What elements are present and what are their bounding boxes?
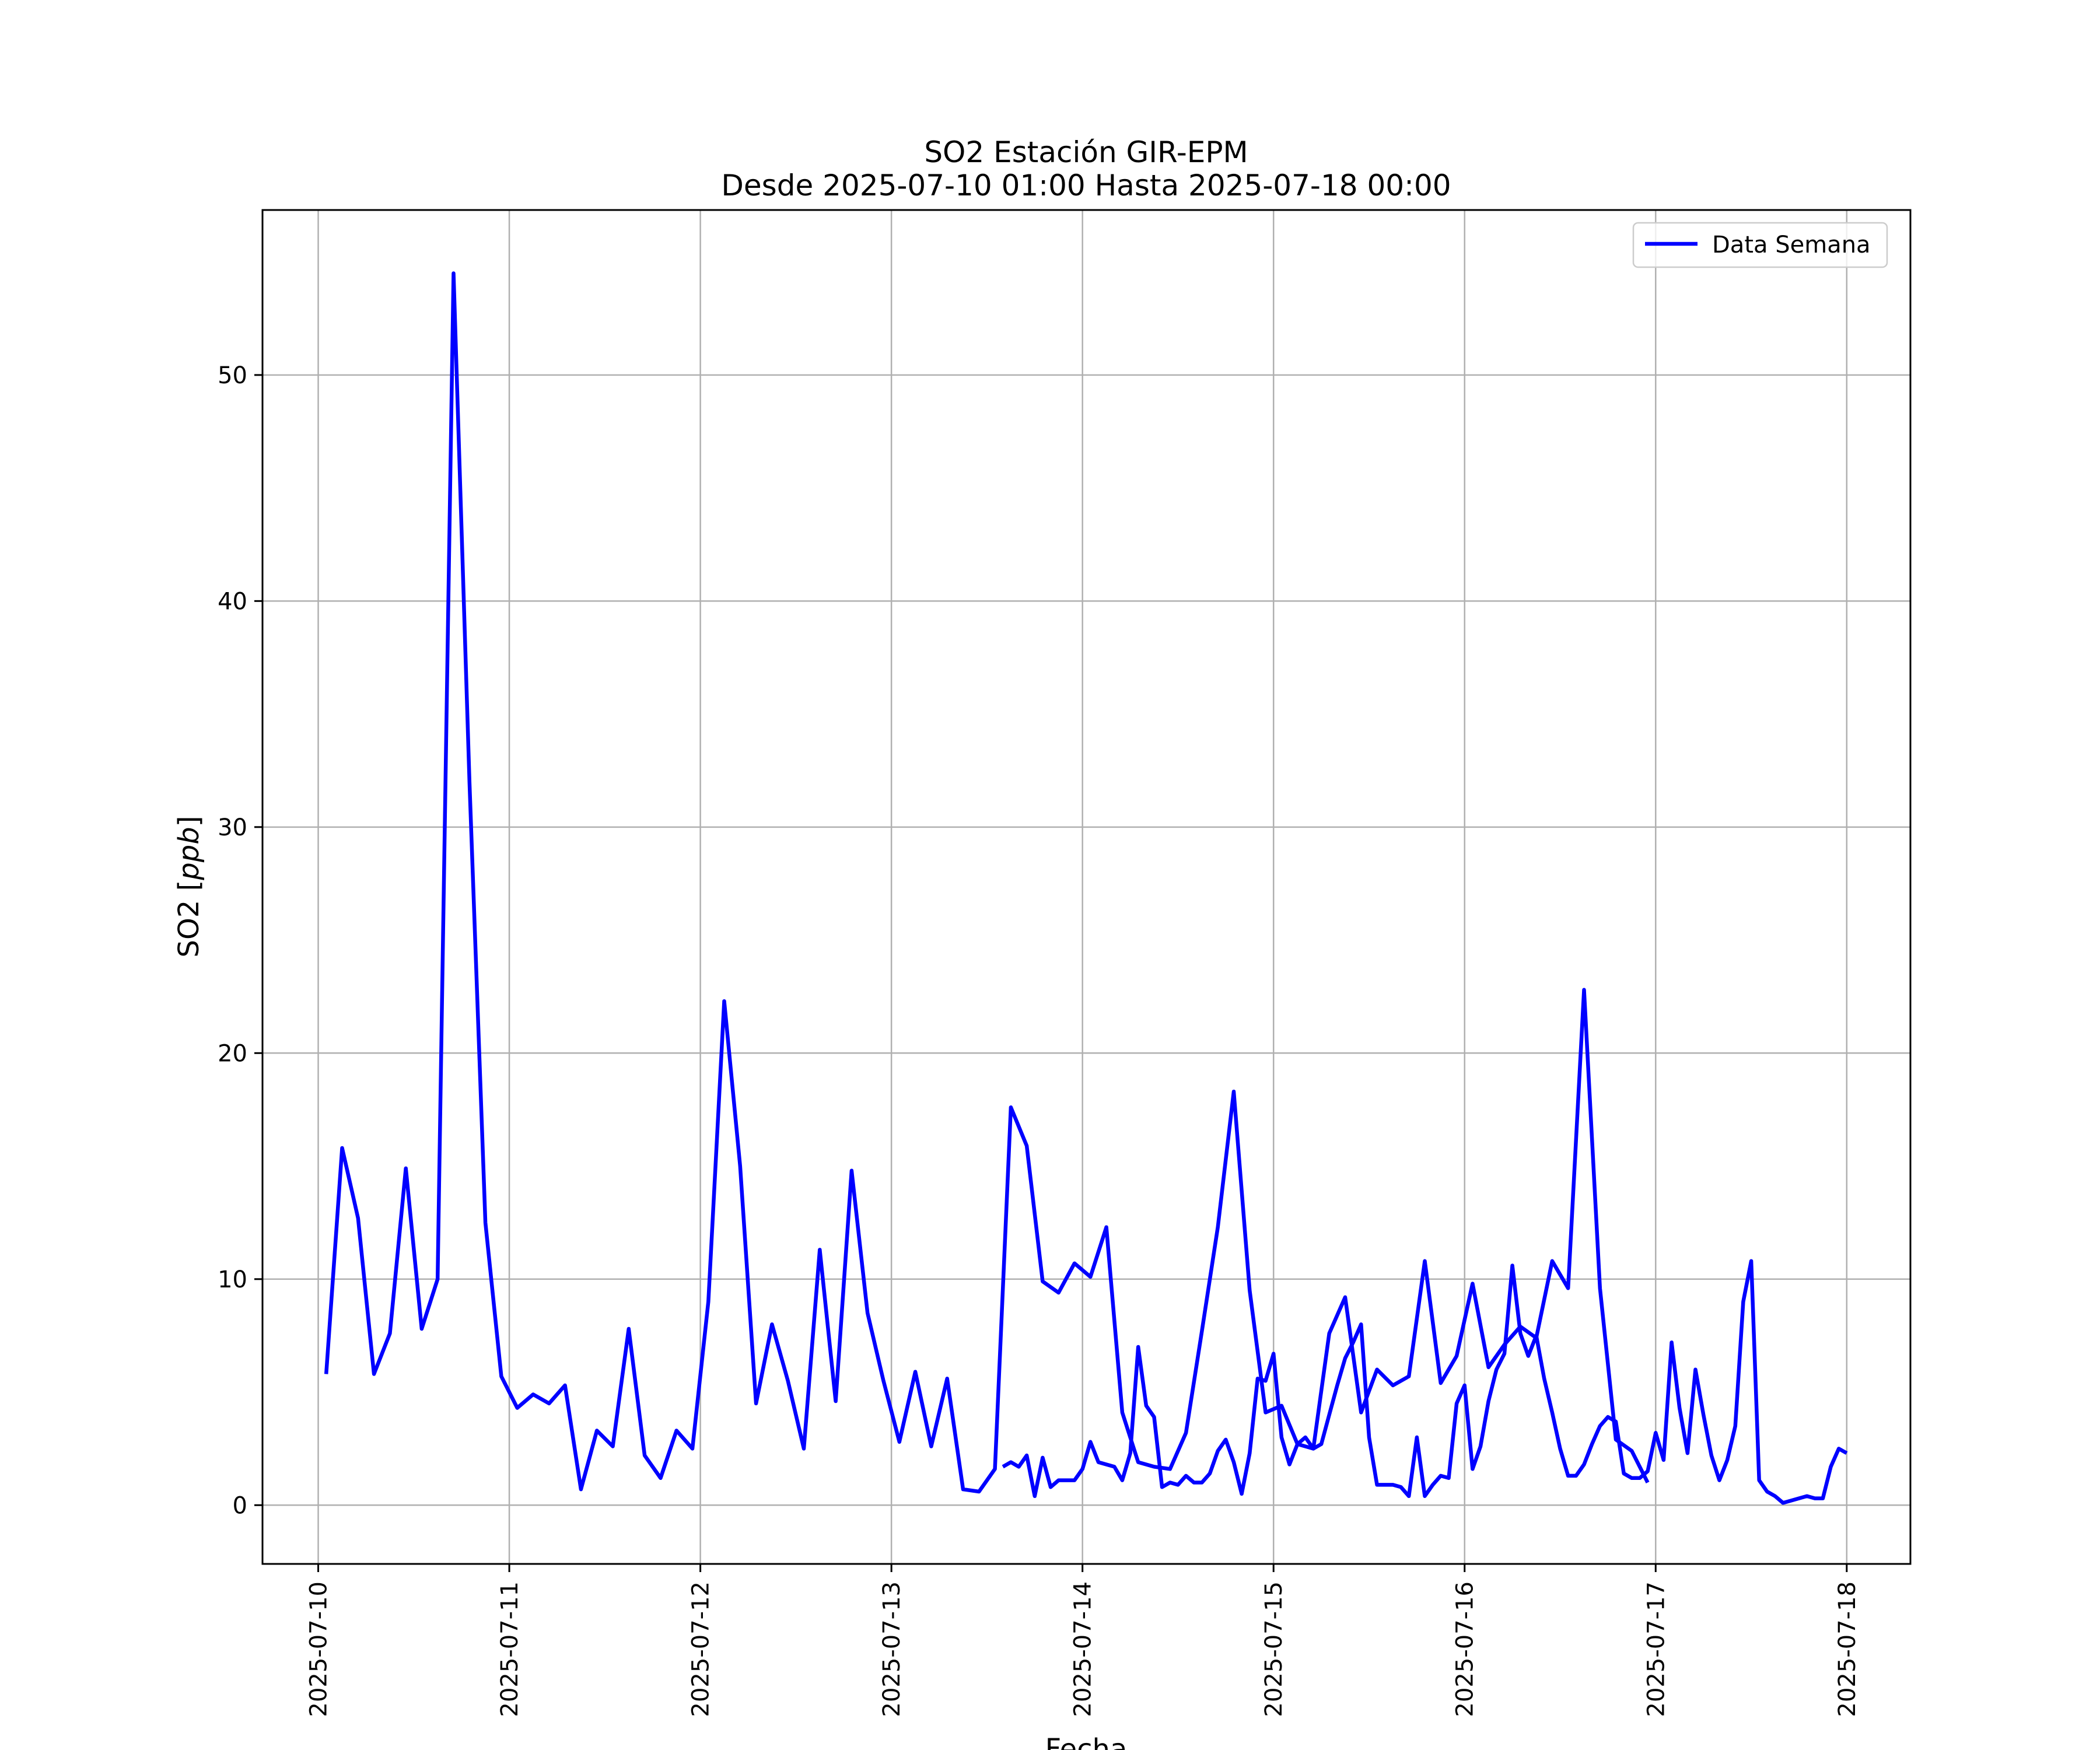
- x-tick-label: 2025-07-12: [688, 1581, 715, 1717]
- y-tick-label: 50: [218, 362, 247, 389]
- y-axis: 0 10 20 30 40 50: [218, 362, 262, 1519]
- x-axis: 2025-07-10 2025-07-11 2025-07-12 2025-07-13…: [306, 1564, 1861, 1717]
- y-tick-label: 40: [218, 588, 247, 615]
- y-tick-label: 30: [218, 814, 247, 841]
- axes-frame: [261, 209, 1912, 1565]
- y-axis-label-unit: ppb: [173, 827, 205, 880]
- grid: [262, 210, 1910, 1564]
- y-tick-label: 20: [218, 1040, 247, 1067]
- x-tick-label: 2025-07-11: [496, 1581, 523, 1717]
- x-axis-label: Fecha: [1045, 1733, 1128, 1750]
- y-axis-label-main: SO2: [173, 891, 205, 957]
- y-tick-label: 10: [218, 1266, 247, 1293]
- x-tick-label: 2025-07-18: [1834, 1581, 1861, 1717]
- series-line: [324, 271, 1650, 1494]
- legend: Data Semana: [1632, 222, 1888, 268]
- series-line: [1002, 1259, 1848, 1505]
- chart-title: SO2 Estación GIR-EPM: [924, 135, 1248, 169]
- y-axis-label: SO2 [ppb]: [173, 816, 205, 958]
- legend-box: [1632, 222, 1888, 268]
- y-axis-label-close-bracket: ]: [173, 816, 205, 827]
- x-tick-label: 2025-07-14: [1070, 1581, 1097, 1717]
- x-tick-label: 2025-07-17: [1643, 1581, 1670, 1717]
- x-tick-label: 2025-07-15: [1261, 1581, 1287, 1717]
- x-tick-label: 2025-07-16: [1452, 1581, 1479, 1717]
- y-tick-label: 0: [233, 1492, 247, 1519]
- plot-area: [324, 271, 1848, 1505]
- legend-label: Data Semana: [1712, 232, 1871, 258]
- chart-subtitle: Desde 2025-07-10 01:00 Hasta 2025-07-18 …: [721, 169, 1451, 202]
- y-axis-label-open-bracket: [: [173, 880, 205, 891]
- x-tick-label: 2025-07-13: [878, 1581, 905, 1717]
- x-tick-label: 2025-07-10: [306, 1581, 332, 1717]
